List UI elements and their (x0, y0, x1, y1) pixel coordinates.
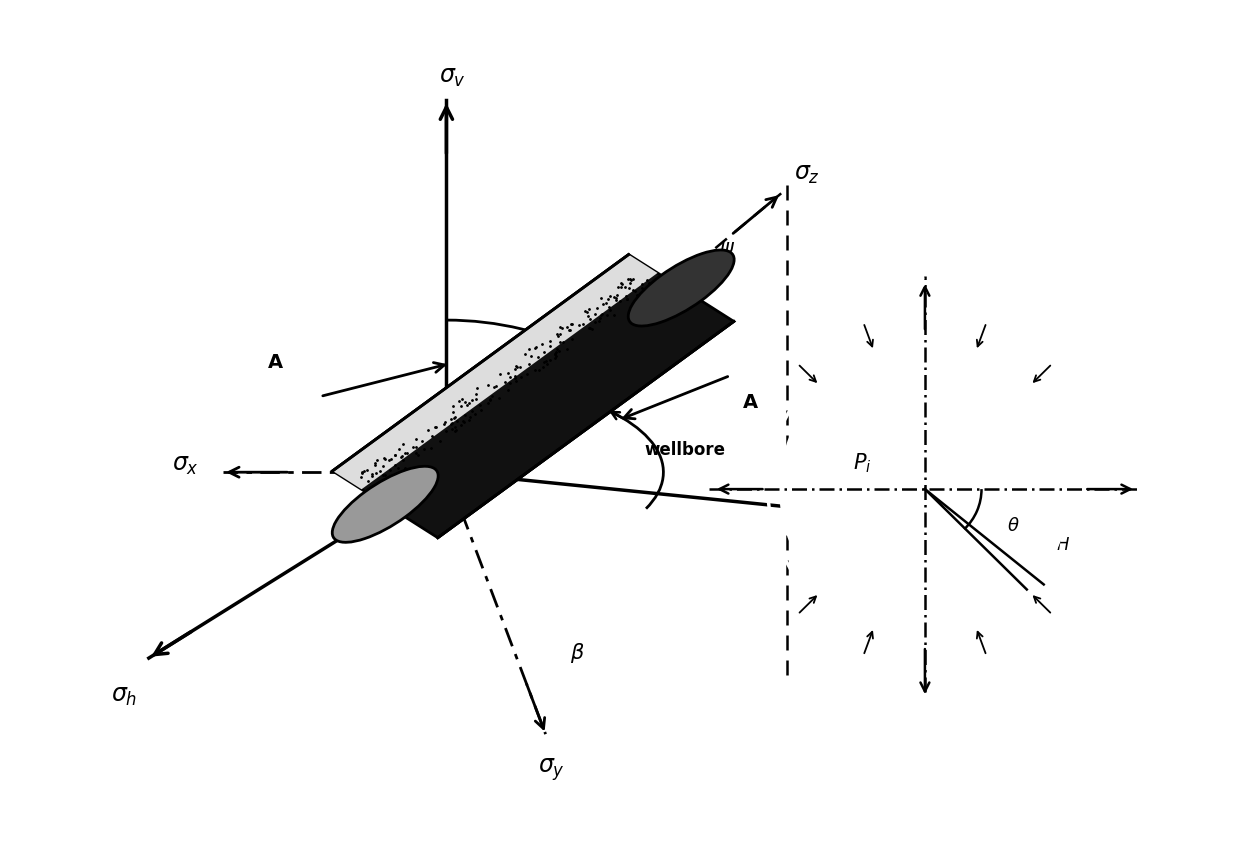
Polygon shape (332, 255, 657, 490)
Ellipse shape (332, 467, 438, 543)
Text: $\sigma_H$: $\sigma_H$ (1042, 528, 1070, 552)
Text: $\psi$: $\psi$ (719, 239, 735, 259)
Text: $\sigma_h$: $\sigma_h$ (110, 684, 138, 707)
Text: A: A (268, 353, 283, 371)
Text: $\theta$: $\theta$ (1007, 516, 1021, 534)
Circle shape (781, 348, 1069, 631)
Text: $P_i$: $P_i$ (853, 452, 872, 475)
Ellipse shape (629, 251, 734, 327)
Text: Section A-A: Section A-A (895, 701, 996, 716)
Text: $\sigma_z$: $\sigma_z$ (794, 162, 820, 186)
Polygon shape (332, 255, 734, 538)
Text: $\sigma_y$: $\sigma_y$ (538, 755, 565, 782)
Text: $\beta$: $\beta$ (570, 641, 585, 664)
Text: A: A (743, 393, 758, 412)
Text: Section: Section (916, 276, 975, 290)
Text: wellbore: wellbore (645, 441, 725, 458)
Text: $\sigma_v$: $\sigma_v$ (439, 65, 466, 89)
Text: $\sigma_x$: $\sigma_x$ (171, 452, 198, 476)
